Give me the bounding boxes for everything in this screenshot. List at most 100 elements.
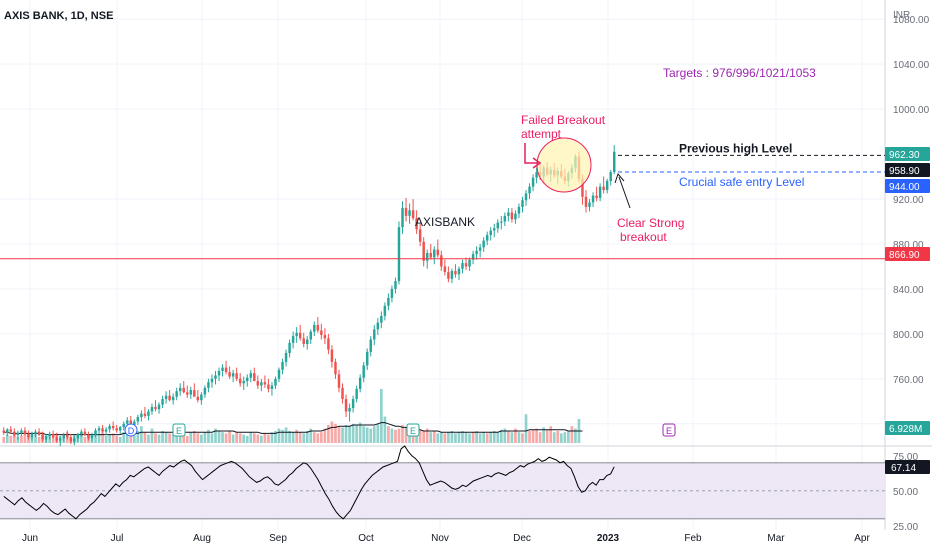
candle-body xyxy=(489,230,492,235)
volume-bar xyxy=(51,437,55,443)
volume-bar xyxy=(171,434,175,443)
candle-body xyxy=(115,428,118,431)
candle xyxy=(161,395,164,409)
candle-body xyxy=(584,196,588,207)
volume-bar xyxy=(323,428,327,443)
volume-bar xyxy=(125,429,129,443)
x-tick-label: Jul xyxy=(111,533,124,544)
candle xyxy=(457,266,461,280)
candle-body xyxy=(87,435,90,439)
volume-bar xyxy=(270,432,274,443)
candle-body xyxy=(200,394,203,401)
candle xyxy=(295,327,298,343)
candle-body xyxy=(13,431,16,436)
event-marker-e: E xyxy=(662,423,676,437)
candle-body xyxy=(475,250,478,255)
volume-bar xyxy=(447,432,450,443)
price-tag: 958.90 xyxy=(885,163,930,177)
arrow-head-icon xyxy=(532,157,542,169)
candle-body xyxy=(249,373,253,378)
clear-breakout-arrow xyxy=(618,176,631,209)
x-tick-label: Mar xyxy=(767,533,785,544)
x-tick-label: Oct xyxy=(358,533,374,544)
volume-bar xyxy=(238,433,242,443)
candle xyxy=(387,293,390,311)
candle xyxy=(613,145,616,175)
volume-bar xyxy=(23,431,27,443)
candle xyxy=(178,383,182,396)
price-tag: 962.30 xyxy=(885,147,930,161)
candle xyxy=(2,427,5,436)
candle-body xyxy=(535,172,538,178)
volume-bar xyxy=(443,433,447,443)
candle-body xyxy=(150,406,154,412)
candle-body xyxy=(284,352,288,362)
candle-body xyxy=(408,210,411,216)
candle-body xyxy=(214,375,217,379)
candle xyxy=(429,243,432,260)
candle xyxy=(373,324,376,346)
candle-body xyxy=(514,213,517,220)
candle-body xyxy=(260,382,263,386)
candle-body xyxy=(295,332,298,337)
candle-body xyxy=(471,254,475,260)
candle-body xyxy=(595,195,598,198)
previous-high-label: Previous high Level xyxy=(679,141,792,155)
candle-body xyxy=(161,399,164,405)
candle-body xyxy=(436,249,440,256)
price-tag-box xyxy=(885,147,930,161)
candle-body xyxy=(55,437,58,441)
candle xyxy=(500,215,503,230)
candle-body xyxy=(37,431,41,436)
volume-bar xyxy=(334,423,337,443)
candle xyxy=(249,369,253,383)
volume-bar xyxy=(450,431,454,443)
candle-body xyxy=(140,413,143,418)
candle-body xyxy=(66,435,69,438)
volume-bar xyxy=(214,428,217,443)
price-tag-box xyxy=(885,179,930,193)
rsi-value-label: 67.14 xyxy=(891,463,916,474)
candle-body xyxy=(531,177,535,187)
candle xyxy=(443,259,447,276)
volume-bar xyxy=(411,431,415,443)
event-marker-e: E xyxy=(172,423,186,437)
candle xyxy=(507,208,510,222)
candle-body xyxy=(129,420,133,425)
candle-body xyxy=(418,229,422,242)
y-tick-label: 920.00 xyxy=(893,195,924,206)
candle-body xyxy=(221,367,224,371)
volume-bar xyxy=(132,435,136,443)
candle xyxy=(76,432,80,442)
candle xyxy=(87,431,90,441)
candle xyxy=(20,428,23,437)
volume-bar xyxy=(196,433,200,443)
candle xyxy=(256,375,260,389)
candle xyxy=(496,219,500,233)
volume-bar xyxy=(337,426,341,443)
volume-bar xyxy=(312,432,316,443)
volume-bar xyxy=(20,435,23,443)
volume-bar xyxy=(94,433,97,443)
candle xyxy=(397,221,401,285)
candle-body xyxy=(133,421,136,425)
candle-body xyxy=(524,193,528,201)
rsi-line xyxy=(3,445,615,520)
volume-bar xyxy=(369,428,373,443)
candle xyxy=(186,385,189,398)
candle xyxy=(260,378,263,392)
candle-body xyxy=(380,315,383,323)
volume-bar xyxy=(249,432,253,443)
volume-bar xyxy=(305,431,309,443)
x-tick-label: Jun xyxy=(22,533,38,544)
candle xyxy=(189,386,193,400)
candle xyxy=(69,433,73,444)
volume-bar xyxy=(298,432,302,443)
volume-bar xyxy=(327,425,330,443)
candle xyxy=(288,339,291,358)
volume-bar xyxy=(563,432,567,443)
candle xyxy=(602,176,605,194)
candle xyxy=(478,243,482,258)
axes-labels: 720.00760.00800.00840.00880.00920.001000… xyxy=(22,15,930,544)
